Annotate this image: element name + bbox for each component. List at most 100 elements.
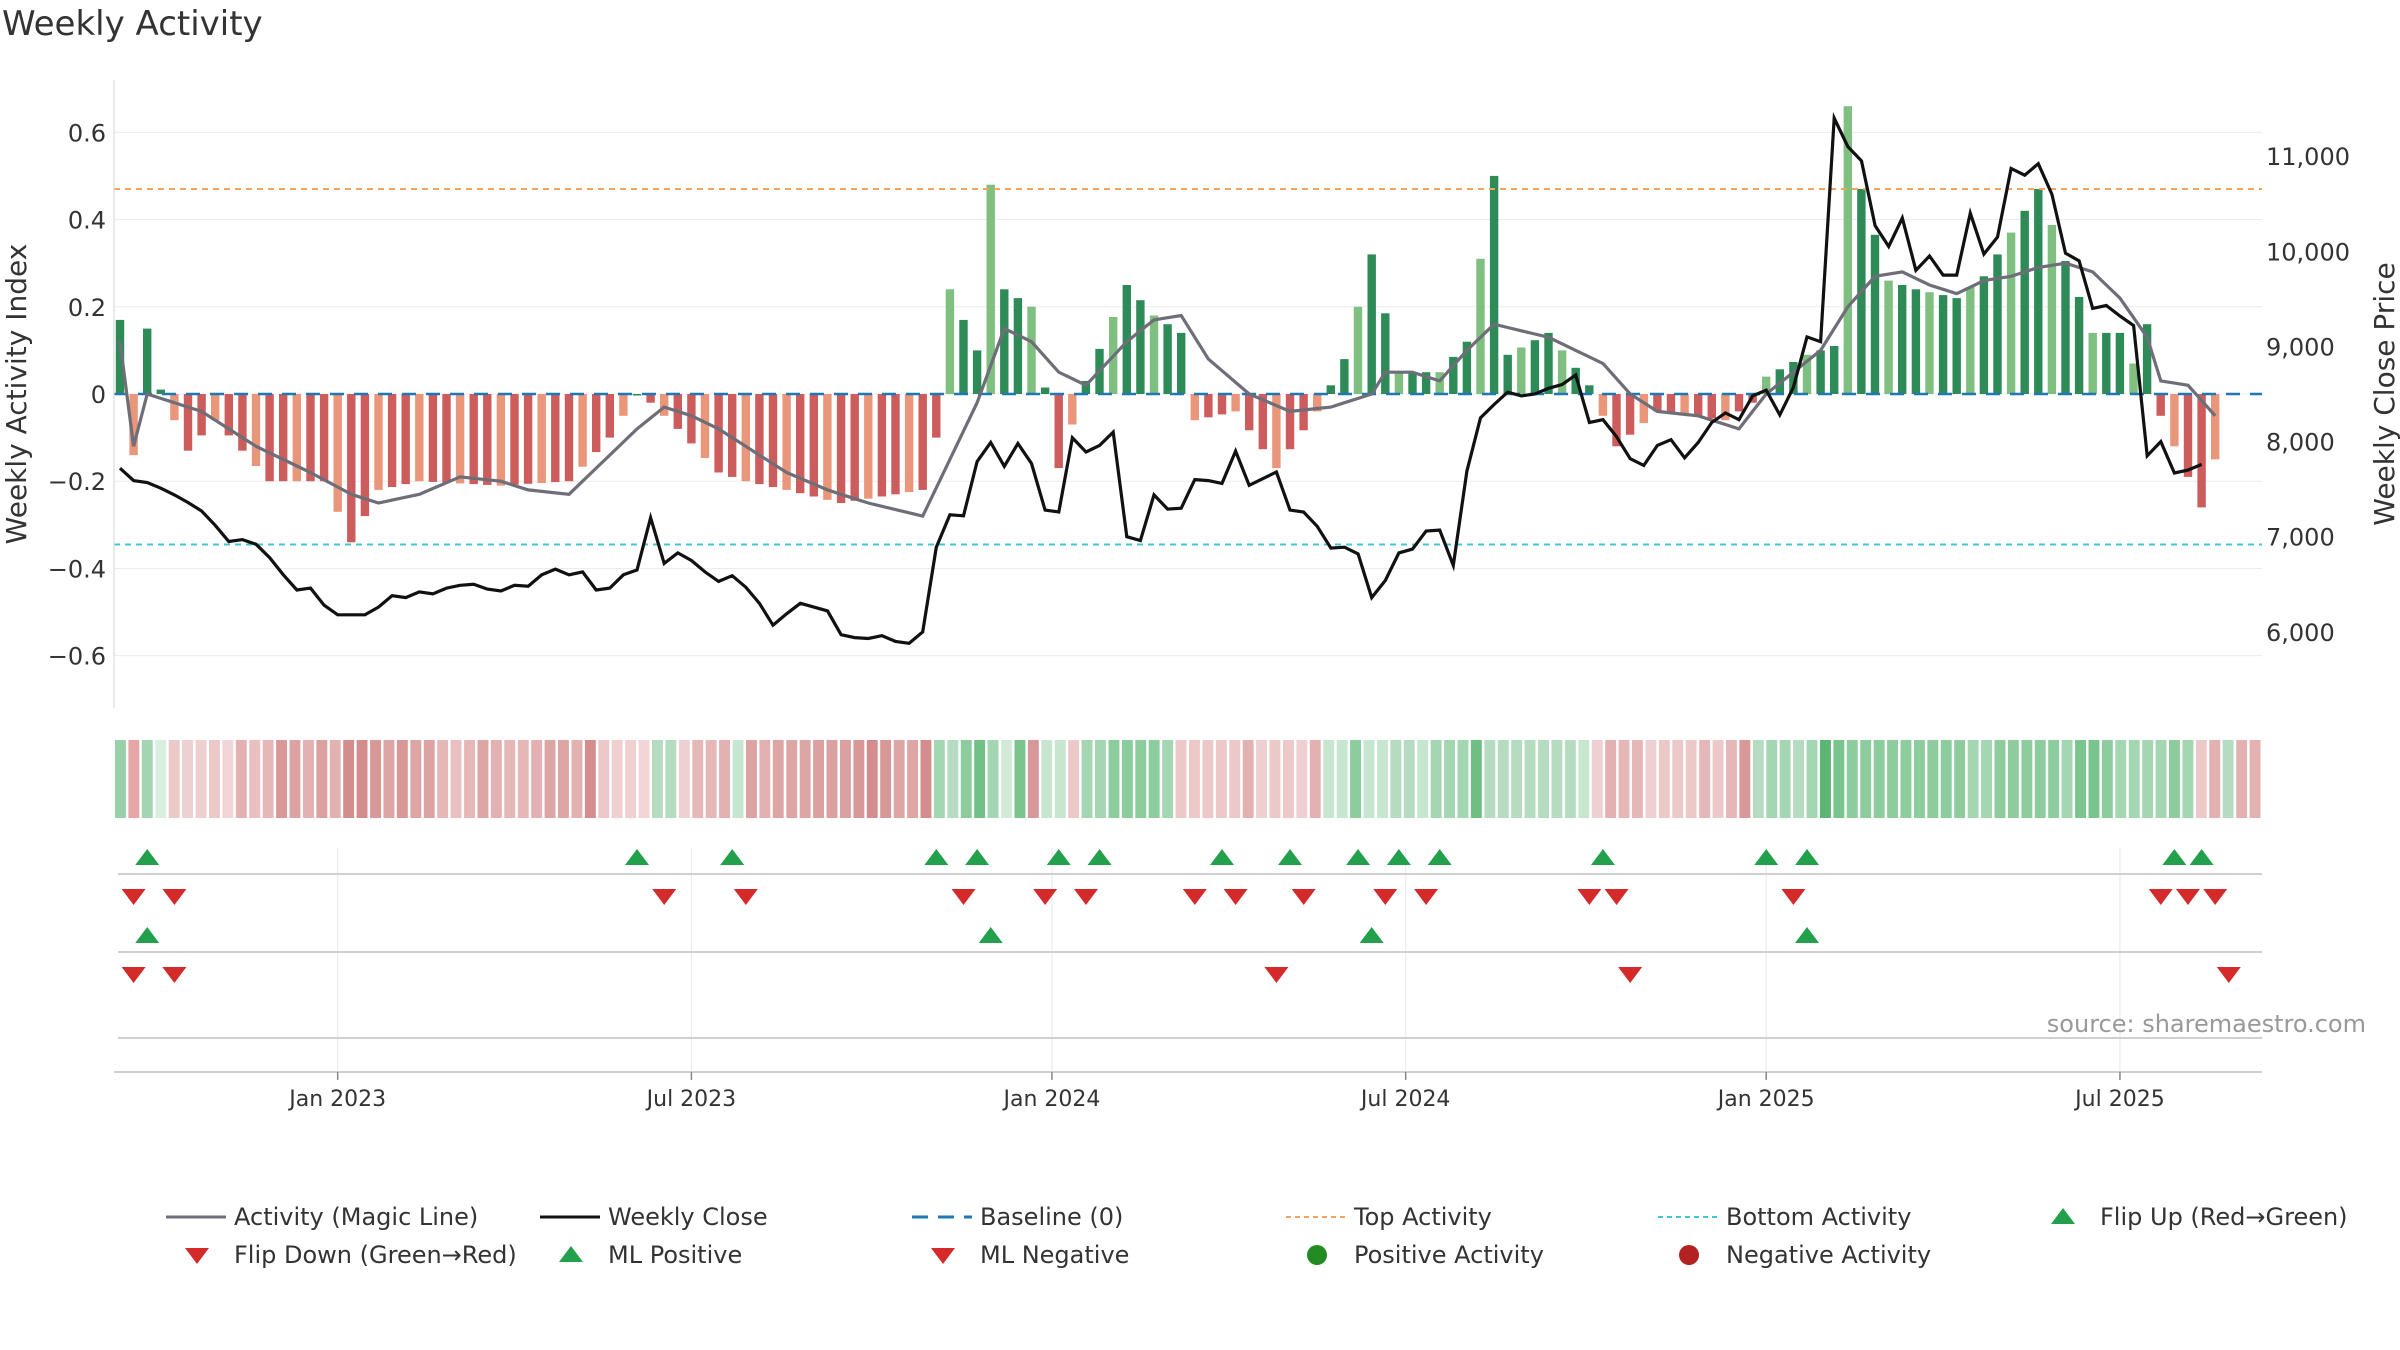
ml-positive-marker: [1359, 927, 1384, 943]
y-tick-label-left: 0.6: [68, 119, 106, 147]
activity-tile: [1967, 740, 1979, 818]
activity-tile: [866, 740, 878, 818]
activity-bar: [986, 184, 995, 394]
activity-tile: [1994, 740, 2006, 818]
activity-tile: [195, 740, 207, 818]
flip-up-marker: [135, 849, 160, 865]
activity-tile: [383, 740, 395, 818]
activity-tile: [1538, 740, 1549, 818]
activity-bar: [1313, 394, 1322, 412]
y-tick-label-right: 11,000: [2266, 143, 2350, 171]
activity-bar: [959, 319, 968, 394]
activity-bar: [129, 394, 138, 456]
activity-tile: [1296, 740, 1308, 818]
activity-tile: [1927, 740, 1939, 818]
activity-tile: [558, 740, 569, 818]
flip-down-marker: [1414, 889, 1439, 905]
activity-bar: [1802, 354, 1812, 395]
legend-item-ml-positive: ML Positive: [538, 1240, 742, 1270]
activity-tile: [1430, 740, 1442, 818]
activity-tile: [235, 740, 247, 818]
activity-bar: [319, 394, 329, 482]
y-axis-label-left: Weekly Activity Index: [0, 244, 33, 545]
activity-bar: [1204, 394, 1213, 418]
legend-label: Activity (Magic Line): [234, 1203, 479, 1231]
activity-tile: [974, 740, 986, 818]
activity-tile: [2249, 740, 2261, 818]
activity-bar: [1938, 295, 1948, 394]
activity-heat-strip: [115, 740, 2261, 818]
activity-bar: [605, 394, 614, 438]
activity-bar: [211, 394, 220, 421]
activity-bar: [932, 394, 941, 438]
activity-bar: [156, 389, 165, 394]
ml-negative-marker: [2216, 967, 2241, 983]
activity-tile: [732, 740, 744, 818]
activity-bar: [632, 394, 642, 396]
activity-bar: [2061, 261, 2070, 394]
activity-tile: [1860, 740, 1872, 818]
activity-tile: [276, 740, 287, 818]
activity-bar: [755, 394, 764, 485]
activity-tile: [1914, 740, 1925, 818]
y-tick-label-right: 10,000: [2266, 238, 2350, 266]
activity-tile: [1846, 740, 1858, 818]
activity-tile: [2222, 740, 2234, 818]
activity-tile: [396, 740, 408, 818]
activity-tile: [1350, 740, 1361, 818]
ml-positive-icon: [559, 1246, 583, 1262]
activity-tile: [1605, 740, 1617, 818]
activity-tile: [1645, 740, 1657, 818]
activity-tile: [1444, 740, 1455, 818]
activity-bar: [347, 394, 356, 543]
activity-bar: [183, 394, 193, 451]
activity-tile: [2169, 740, 2180, 818]
activity-tile: [1081, 740, 1093, 818]
activity-tile: [2061, 740, 2073, 818]
activity-tile: [786, 740, 798, 818]
activity-bar: [251, 394, 261, 466]
activity-tile: [316, 740, 328, 818]
activity-tile: [1095, 740, 1106, 818]
activity-bar: [823, 394, 832, 500]
activity-bar: [1367, 254, 1376, 394]
y-axis-label-right: Weekly Close Price: [2368, 262, 2400, 525]
activity-bar: [415, 394, 424, 482]
y-tick-label-left: −0.2: [48, 468, 106, 496]
activity-tile: [705, 740, 717, 818]
legend-swatch-top-activity: [1286, 1216, 1346, 1218]
legend-label: Flip Up (Red→Green): [2100, 1203, 2348, 1231]
flip-down-marker: [2203, 889, 2228, 905]
activity-bar: [1843, 106, 1852, 394]
activity-bar: [1653, 394, 1662, 412]
legend-item-weekly-close: Weekly Close: [538, 1202, 768, 1232]
activity-tile: [1054, 740, 1066, 818]
flip-up-icon: [2051, 1208, 2075, 1224]
flip-up-marker: [1386, 849, 1411, 865]
activity-tile: [2142, 740, 2154, 818]
activity-tile: [2021, 740, 2033, 818]
activity-tile: [665, 740, 677, 818]
activity-tile: [329, 740, 341, 818]
activity-bar: [1177, 332, 1186, 394]
activity-bar: [1966, 287, 1975, 394]
activity-bar: [1694, 394, 1703, 417]
activity-bar: [700, 394, 710, 458]
legend-swatch-magic-line: [166, 1215, 226, 1219]
activity-tile: [490, 740, 502, 818]
activity-tile: [947, 740, 959, 818]
x-tick-label: Jan 2023: [287, 1087, 386, 1112]
activity-tile: [611, 740, 623, 818]
activity-bar: [646, 394, 655, 403]
flip-down-marker: [951, 889, 976, 905]
activity-bar: [1557, 350, 1567, 394]
legend-item-bottom-activity: Bottom Activity: [1656, 1202, 1911, 1232]
activity-bar: [292, 394, 301, 482]
activity-tile: [423, 740, 435, 818]
activity-tile: [2048, 740, 2060, 818]
activity-tile: [840, 740, 851, 818]
activity-tile: [1739, 740, 1751, 818]
activity-bar: [1489, 175, 1499, 394]
y-tick-label-right: 8,000: [2266, 429, 2335, 457]
activity-bar: [510, 394, 519, 485]
